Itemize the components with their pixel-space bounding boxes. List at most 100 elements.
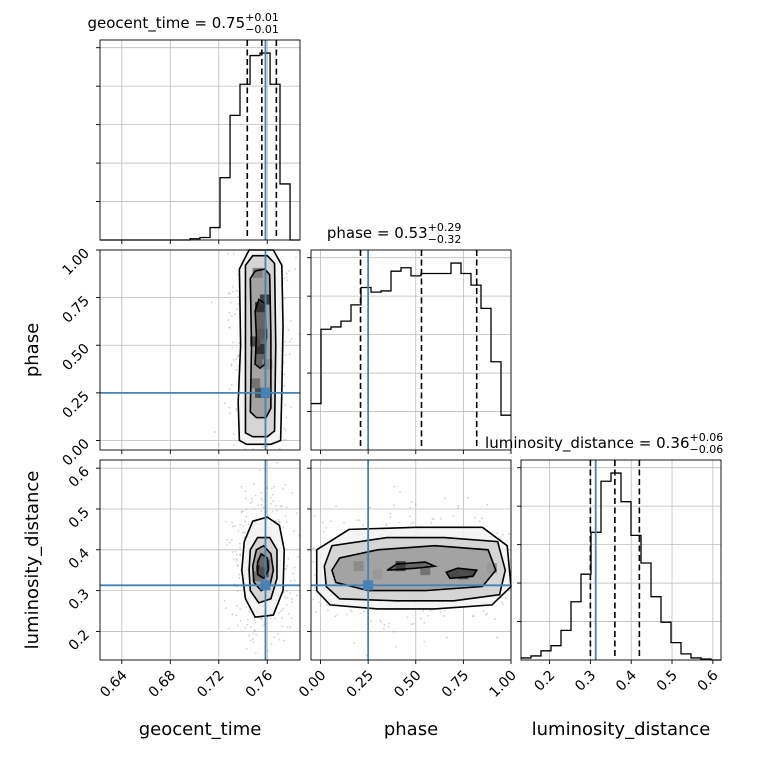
sample-point xyxy=(237,354,240,357)
x-tick-label-phase: 1.00 xyxy=(486,668,519,701)
sample-point xyxy=(329,520,332,523)
sample-point xyxy=(427,614,429,617)
x-tick-label-geocent-time: 0.76 xyxy=(243,667,276,700)
sample-point xyxy=(289,580,292,582)
sample-point xyxy=(227,292,230,295)
sample-point xyxy=(282,488,284,490)
sample-point xyxy=(245,606,248,609)
sample-point xyxy=(387,626,390,628)
sample-point xyxy=(285,590,288,593)
histogram-geocent-time xyxy=(100,52,300,241)
sample-point xyxy=(237,364,240,367)
x-tick-label-phase: 0.00 xyxy=(296,668,329,701)
sample-point xyxy=(253,629,256,631)
sample-point xyxy=(249,502,252,505)
sample-point xyxy=(285,276,288,279)
sample-point xyxy=(237,624,240,627)
sample-point xyxy=(282,639,285,642)
sample-point xyxy=(289,319,292,322)
sample-point xyxy=(281,625,284,627)
sample-point xyxy=(272,493,275,496)
sample-point xyxy=(234,525,236,528)
sample-point xyxy=(238,573,241,576)
sample-point xyxy=(472,615,474,617)
sample-point xyxy=(288,353,291,356)
sample-point xyxy=(238,542,241,545)
title-plus: +0.06 xyxy=(690,431,724,444)
sample-point xyxy=(236,564,239,567)
sample-point xyxy=(278,520,281,523)
sample-point xyxy=(358,519,361,522)
sample-point xyxy=(231,285,234,288)
frame-2d xyxy=(99,249,301,451)
contour-line-2 xyxy=(323,536,507,602)
sample-point xyxy=(349,609,352,611)
sample-point xyxy=(284,354,287,357)
sample-point xyxy=(259,468,262,471)
sample-point xyxy=(250,639,253,642)
sample-point xyxy=(231,551,234,553)
title-phase: phase = 0.53+0.29 −0.32 xyxy=(327,221,462,246)
sample-point xyxy=(275,509,278,512)
title-luminosity-distance: luminosity_distance = 0.36+0.06 −0.06 xyxy=(485,431,723,456)
histogram-phase xyxy=(311,262,511,416)
sample-point xyxy=(282,591,285,594)
sample-point xyxy=(313,515,316,517)
sample-point xyxy=(290,598,293,600)
sample-point xyxy=(260,497,263,500)
x-tick-label-luminosity-distance: 0.5 xyxy=(654,668,681,695)
sample-point xyxy=(486,503,489,506)
sample-point xyxy=(246,647,248,650)
panel-geocent-time-vs-luminosity-distance xyxy=(96,459,301,664)
sample-point xyxy=(283,385,286,387)
grid-geocent-time xyxy=(100,40,300,240)
sample-point xyxy=(278,447,281,450)
density-cell xyxy=(458,569,469,580)
sample-point xyxy=(285,521,288,523)
sample-point xyxy=(286,597,289,600)
sample-point xyxy=(238,577,241,579)
sample-point xyxy=(290,338,293,341)
sample-point xyxy=(431,517,434,520)
sample-point xyxy=(260,510,263,513)
sample-point xyxy=(283,404,286,406)
sample-point xyxy=(235,558,238,561)
density-cell xyxy=(420,565,431,576)
sample-point xyxy=(271,510,274,513)
sample-point xyxy=(228,541,231,544)
x-tick-label-luminosity-distance: 0.6 xyxy=(695,667,722,694)
x-tick-label-luminosity-distance: 0.3 xyxy=(572,668,599,695)
sample-point xyxy=(290,406,293,409)
sample-point xyxy=(243,531,246,534)
y-tick-label-phase: 1.00 xyxy=(59,246,92,279)
sample-point xyxy=(286,626,289,629)
sample-point xyxy=(287,613,290,615)
sample-point xyxy=(313,586,316,589)
sample-point xyxy=(213,431,216,433)
y-axis-label-phase: phase xyxy=(22,323,43,377)
sample-point xyxy=(294,268,297,271)
sample-point xyxy=(244,520,247,523)
sample-point xyxy=(287,557,290,560)
sample-point xyxy=(223,402,226,405)
hist-panel-geocent-time: geocent_time = 0.75+0.01 −0.01 xyxy=(87,11,301,244)
sample-point xyxy=(277,519,280,521)
title-minus: −0.06 xyxy=(690,443,724,456)
title-text: geocent_time = 0.75 xyxy=(87,14,245,33)
sample-point xyxy=(315,611,317,614)
sample-point xyxy=(250,626,252,629)
density-cell xyxy=(258,567,269,578)
sample-point xyxy=(237,303,240,305)
sample-point xyxy=(246,624,249,626)
title-minus: −0.01 xyxy=(245,23,279,36)
x-tick-label-phase: 0.75 xyxy=(439,668,472,701)
sample-point xyxy=(244,490,247,493)
sample-point xyxy=(262,506,265,509)
sample-point xyxy=(280,609,283,612)
sample-point xyxy=(235,409,238,412)
sample-point xyxy=(223,599,226,602)
sample-point xyxy=(272,500,275,503)
sample-point xyxy=(260,617,263,620)
contour-line-1 xyxy=(315,526,512,610)
sample-point xyxy=(232,359,235,361)
